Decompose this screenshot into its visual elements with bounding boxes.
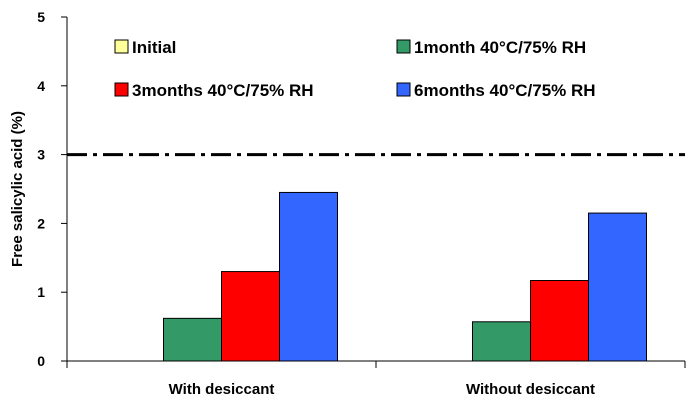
legend-label: 6months 40°C/75% RH bbox=[414, 81, 596, 100]
bar bbox=[279, 191, 338, 362]
y-tick-label: 5 bbox=[37, 9, 45, 25]
legend-swatch bbox=[114, 82, 129, 97]
axes-group: 0 1 2 3 4 5 With desiccant Without desiccant bbox=[37, 9, 686, 398]
bar bbox=[530, 280, 589, 362]
legend: Initial 1month 40°C/75% RH 3months 40°C/75… bbox=[114, 38, 596, 100]
y-tick-label: 2 bbox=[37, 215, 45, 231]
legend-label: 3months 40°C/75% RH bbox=[132, 81, 314, 100]
y-tick-label: 1 bbox=[37, 284, 45, 300]
bar bbox=[472, 321, 531, 362]
legend-swatch bbox=[396, 82, 411, 97]
y-tick-label: 3 bbox=[37, 147, 45, 163]
legend-label: Initial bbox=[132, 38, 176, 57]
y-tick-label: 4 bbox=[37, 78, 45, 94]
legend-swatch bbox=[114, 39, 129, 54]
bar bbox=[588, 212, 647, 362]
x-tick-label: With desiccant bbox=[169, 381, 275, 398]
y-tick-label: 0 bbox=[37, 353, 45, 369]
bar bbox=[221, 271, 280, 362]
y-axis-title: Free salicylic acid (%) bbox=[9, 111, 26, 267]
legend-swatch bbox=[396, 39, 411, 54]
bar bbox=[163, 317, 222, 362]
legend-label: 1month 40°C/75% RH bbox=[414, 38, 586, 57]
x-tick-label: Without desiccant bbox=[466, 381, 595, 398]
bars-group bbox=[163, 191, 647, 362]
